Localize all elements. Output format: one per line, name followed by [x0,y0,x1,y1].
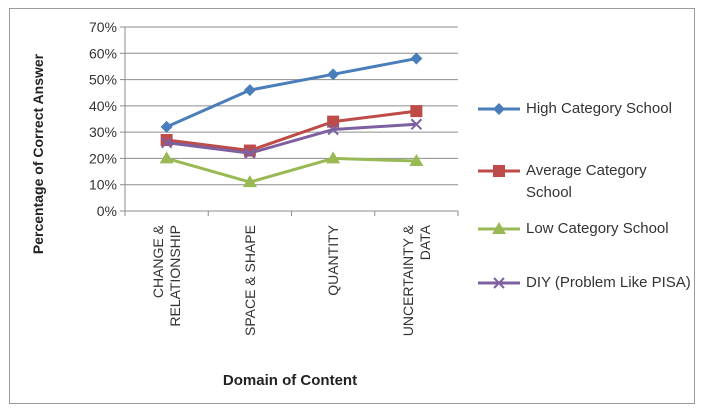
y-axis-label: Percentage of Correct Answer [30,53,46,255]
legend-item: DIY (Problem Like PISA) [476,272,696,294]
legend-marker [493,165,505,177]
legend-swatch [478,103,520,115]
y-tick-label: 50% [89,72,117,88]
legend-swatch [478,165,520,177]
legend-item: High Category School [476,98,696,120]
y-tick-label: 0% [97,203,117,219]
x-tick-label-line: CHANGE & [150,224,166,298]
y-tick-label: 10% [89,177,117,193]
data-point [327,123,339,136]
x-tick-label-line: UNCERTAINTY & [400,224,416,336]
series-line [166,57,417,129]
data-point [326,151,341,164]
y-tick-label: 30% [89,124,117,140]
legend-item: Low Category School [476,218,696,240]
x-axis-label: Domain of Content [222,372,358,389]
data-point [243,84,256,97]
x-tick-label-line: SPACE & SHAPE [242,225,258,336]
series-1 [160,52,423,133]
y-tick-label: 70% [89,19,117,35]
data-point [242,175,257,188]
data-point [327,68,340,81]
legend-label: High Category School [526,100,672,117]
legend-label: Low Category School [526,220,669,237]
series-2 [160,105,423,157]
x-tick-label-line: DATA [417,224,433,260]
data-point [410,52,423,65]
data-point [160,120,173,133]
y-axis-label-wrap: Percentage of Correct Answer [8,24,68,284]
legend-item: Average Category School [476,160,696,204]
data-point [327,115,340,128]
series-line [166,156,417,184]
data-point [410,105,423,118]
legend-marker [492,222,506,234]
data-point [159,151,174,164]
y-tick-label: 20% [89,150,117,166]
x-tick-label-line: RELATIONSHIP [167,225,183,327]
series-line [166,122,417,155]
legend-label: DIY (Problem Like PISA) [526,274,691,291]
data-point [409,154,424,167]
data-point [160,136,173,149]
x-tick-label: QUANTITY [325,224,341,295]
data-point [410,118,423,130]
x-tick-label: UNCERTAINTY &DATA [400,224,433,336]
legend-swatch [478,222,520,234]
y-tick-label: 40% [89,98,117,114]
x-tick-label: SPACE & SHAPE [242,225,258,336]
legend-swatch [478,277,520,289]
legend-marker [493,277,505,289]
legend-marker [493,103,505,115]
series-3 [159,151,424,188]
chart-frame [9,8,695,404]
x-tick-label: CHANGE &RELATIONSHIP [150,224,183,326]
legend-label: Average Category School [526,162,647,201]
series-line [166,109,417,153]
y-tick-label: 60% [89,45,117,61]
series-4 [160,118,423,159]
data-point [244,147,256,159]
x-tick-label-line: QUANTITY [325,224,341,295]
